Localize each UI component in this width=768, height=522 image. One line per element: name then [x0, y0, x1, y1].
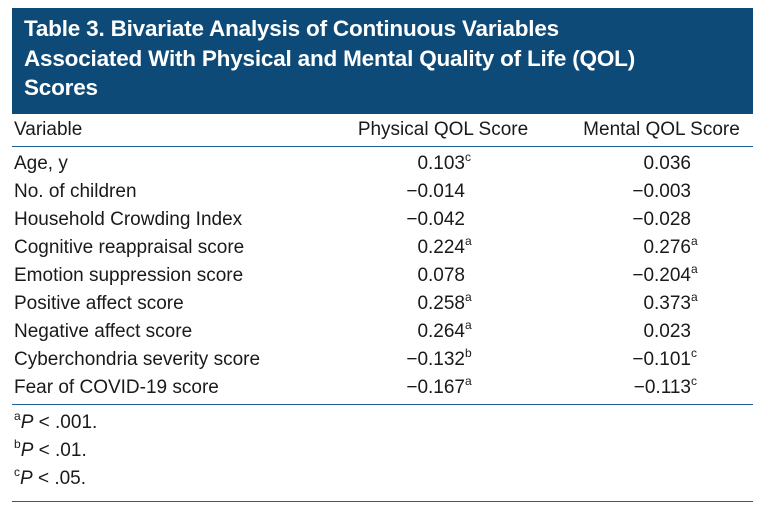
- physical-qol-value: 0.078: [417, 265, 465, 286]
- table-row: Household Crowding Index −0.042 −0.028: [12, 206, 753, 234]
- table-footnotes: aP < .001. bP < .01. cP < .05.: [12, 405, 753, 502]
- header-physical-qol: Physical QOL Score: [357, 119, 529, 140]
- physical-qol-value: 0.103c: [417, 150, 471, 174]
- table-row: Positive affect score 0.258a 0.373a: [12, 290, 753, 318]
- table-row: Age, y 0.103c 0.036: [12, 150, 753, 178]
- physical-qol-value: 0.224a: [417, 234, 472, 258]
- mental-qol-value: 0.036: [643, 153, 691, 174]
- physical-qol-value: −0.167a: [406, 374, 472, 398]
- variable-name: Household Crowding Index: [14, 209, 243, 230]
- header-variable: Variable: [14, 119, 83, 140]
- mental-qol-value: 0.276a: [643, 234, 698, 258]
- physical-qol-value: −0.042: [406, 209, 465, 230]
- mental-qol-value: −0.028: [632, 209, 691, 230]
- footnote: cP < .05.: [14, 465, 87, 489]
- table-header-row: Variable Physical QOL Score Mental QOL S…: [12, 114, 753, 147]
- table-title-line: Associated With Physical and Mental Qual…: [24, 45, 635, 71]
- mental-qol-value: −0.204a: [632, 262, 698, 286]
- table-row: Negative affect score 0.264a 0.023: [12, 318, 753, 346]
- variable-name: Positive affect score: [14, 293, 184, 314]
- table-title-line: Table 3. Bivariate Analysis of Continuou…: [24, 16, 559, 41]
- variable-name: Emotion suppression score: [14, 265, 244, 286]
- table-row: No. of children −0.014 −0.003: [12, 178, 753, 206]
- physical-qol-value: −0.014: [406, 181, 465, 202]
- table-row: Cyberchondria severity score −0.132b −0.…: [12, 346, 753, 374]
- variable-name: Age, y: [14, 153, 68, 174]
- mental-qol-value: −0.003: [632, 181, 691, 202]
- table-row: Emotion suppression score 0.078 −0.204a: [12, 262, 753, 290]
- physical-qol-value: −0.132b: [406, 346, 472, 370]
- footnote: bP < .01.: [14, 437, 87, 461]
- table-row: Fear of COVID-19 score −0.167a −0.113c: [12, 374, 753, 402]
- physical-qol-value: 0.258a: [417, 290, 472, 314]
- variable-name: Negative affect score: [14, 321, 193, 342]
- table-title-banner: Table 3. Bivariate Analysis of Continuou…: [12, 8, 753, 114]
- variable-name: Cyberchondria severity score: [14, 349, 261, 370]
- variable-name: Fear of COVID-19 score: [14, 377, 219, 398]
- variable-name: No. of children: [14, 181, 137, 202]
- footnote: aP < .001.: [14, 409, 98, 433]
- data-table: Variable Physical QOL Score Mental QOL S…: [12, 114, 753, 502]
- mental-qol-value: 0.373a: [643, 290, 698, 314]
- table-body: Age, y 0.103c 0.036 No. of children −0.0…: [12, 150, 753, 405]
- header-mental-qol: Mental QOL Score: [583, 119, 740, 140]
- variable-name: Cognitive reappraisal score: [14, 237, 245, 258]
- physical-qol-value: 0.264a: [417, 318, 472, 342]
- mental-qol-value: −0.113c: [633, 374, 697, 398]
- mental-qol-value: −0.101c: [632, 346, 697, 370]
- table-title-line: Scores: [24, 75, 98, 100]
- mental-qol-value: 0.023: [643, 321, 691, 342]
- table-row: Cognitive reappraisal score 0.224a 0.276…: [12, 234, 753, 262]
